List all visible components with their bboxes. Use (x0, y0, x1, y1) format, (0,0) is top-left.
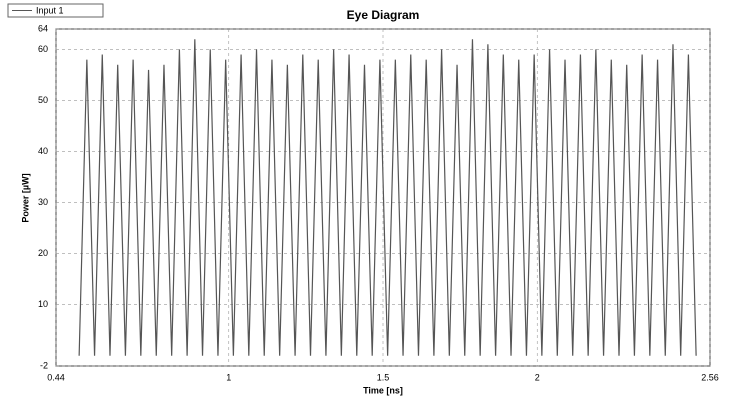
y-tick-label: 10 (38, 299, 48, 309)
y-tick-label: 20 (38, 248, 48, 258)
x-axis-title: Time [ns] (363, 385, 403, 395)
x-tick-label: 1.5 (377, 372, 390, 382)
chart-title: Eye Diagram (347, 8, 420, 22)
y-tick-label: 60 (38, 44, 48, 54)
legend-box (7, 3, 104, 18)
y-tick-label: 64 (38, 23, 48, 33)
y-tick-label: 50 (38, 95, 48, 105)
y-tick-label: -2 (40, 360, 48, 370)
data-line (78, 39, 697, 356)
x-tick-label: 0.44 (47, 372, 65, 382)
legend: Input 1 (7, 3, 104, 18)
x-tick-label: 2.56 (701, 372, 719, 382)
legend-label: Input 1 (36, 5, 64, 15)
y-axis-title: Power [µW] (20, 173, 30, 222)
y-tick-label: 40 (38, 146, 48, 156)
x-tick-label: 2 (535, 372, 540, 382)
x-tick-label: 1 (226, 372, 231, 382)
y-tick-label: 30 (38, 197, 48, 207)
